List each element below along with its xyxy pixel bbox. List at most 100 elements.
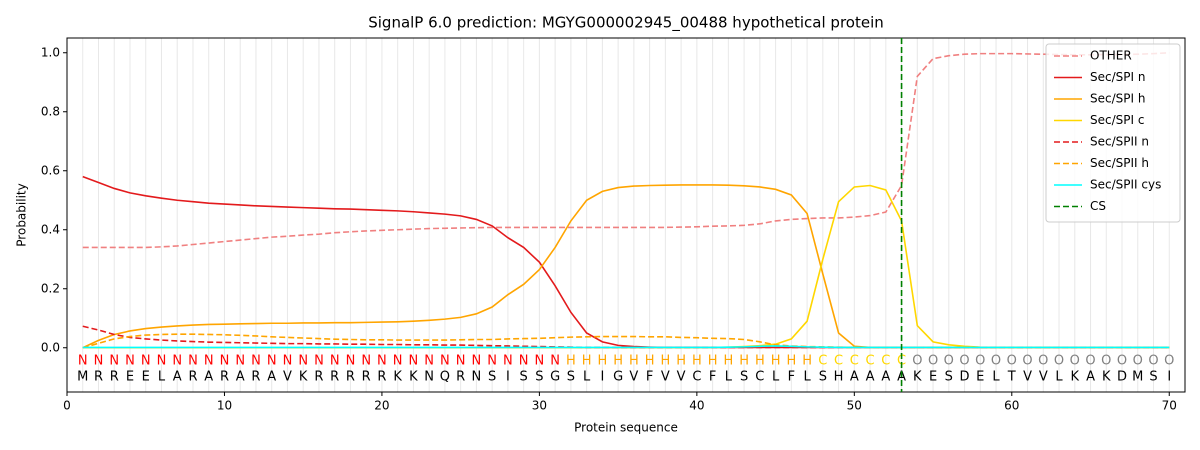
series-line [82,345,1170,349]
series-line [82,333,1170,349]
region-letter: N [346,354,356,369]
region-letter: H [566,354,576,369]
region-letter: H [802,354,812,369]
residue-letter: S [535,370,543,385]
residue-letter: I [600,370,604,385]
residue-letter: C [755,370,764,385]
region-letter: N [440,354,450,369]
residue-letter: R [94,370,103,385]
y-tick-label: 0.4 [41,222,60,236]
region-letter: N [298,354,308,369]
region-letter: N [393,354,403,369]
legend-label: OTHER [1090,49,1132,63]
region-letter: O [912,354,922,369]
residue-letter: F [788,370,795,385]
residue-letter: L [803,370,811,385]
region-letter: N [377,354,387,369]
residue-letter: A [850,370,859,385]
residue-letter: R [314,370,323,385]
region-letter: N [550,354,560,369]
residue-letter: G [550,370,560,385]
region-letter: H [613,354,623,369]
residue-letter: S [1149,370,1157,385]
region-letter: N [94,354,104,369]
region-letter: N [125,354,135,369]
series-line [82,51,1170,249]
residue-letter: A [173,370,182,385]
residue-letter: L [772,370,780,385]
residue-letter: K [1102,370,1111,385]
region-letter: N [535,354,545,369]
series-line [82,175,1170,349]
residue-letter: R [251,370,260,385]
residue-letter: R [110,370,119,385]
y-tick-label: 0.0 [41,340,60,354]
residue-letter: L [1055,370,1063,385]
region-letter: N [172,354,182,369]
region-letter: N [283,354,293,369]
residue-letter: R [346,370,355,385]
region-letter: O [1101,354,1111,369]
region-letter: O [1164,354,1174,369]
residue-letter: E [929,370,937,385]
residue-letter: A [267,370,276,385]
residue-letter: I [506,370,510,385]
x-tick-label: 40 [689,399,704,413]
residue-letter: Q [440,370,450,385]
plot-frame [66,37,1186,393]
x-axis-label: Protein sequence [574,421,678,435]
residue-letter: F [709,370,716,385]
region-letter: C [897,354,906,369]
legend-label: Sec/SPII n [1090,135,1149,149]
legend-label: Sec/SPI h [1090,92,1145,106]
region-letter: H [723,354,733,369]
y-tick-label: 0.6 [41,163,60,177]
region-letter: O [1054,354,1064,369]
region-letter: H [660,354,670,369]
region-letter: N [220,354,230,369]
region-letter: C [850,354,859,369]
residue-letter: D [960,370,970,385]
legend-box [1045,43,1181,223]
residue-letter: D [1117,370,1127,385]
region-letter: N [78,354,88,369]
x-tick-label: 10 [217,399,232,413]
region-letter: N [503,354,513,369]
region-letter: H [771,354,781,369]
chart-title: SignalP 6.0 prediction: MGYG000002945_00… [368,14,884,33]
region-letter: O [991,354,1001,369]
region-letter: N [361,354,371,369]
x-tick-label: 50 [847,399,862,413]
y-axis-label: Probability [15,183,29,246]
region-letter: O [1022,354,1032,369]
residue-letter: K [409,370,418,385]
residue-letter: R [377,370,386,385]
region-letter: N [141,354,151,369]
region-letter: H [597,354,607,369]
residue-letter: K [1071,370,1080,385]
region-letter: N [456,354,466,369]
y-tick-label: 0.2 [41,281,60,295]
residue-letter: S [945,370,953,385]
legend-label: Sec/SPII cys [1090,178,1161,192]
legend-label: Sec/SPI n [1090,70,1145,84]
residue-letter: S [819,370,827,385]
residue-letter: V [661,370,670,385]
residue-letter: N [424,370,434,385]
region-letter: O [975,354,985,369]
residue-letter: K [299,370,308,385]
region-letter: C [818,354,827,369]
residue-letter: G [613,370,623,385]
residue-letter: S [488,370,496,385]
residue-letter: S [740,370,748,385]
residue-letter: R [330,370,339,385]
region-letter: H [739,354,749,369]
residue-letter: L [158,370,166,385]
residue-letter: R [456,370,465,385]
residue-letter: E [142,370,150,385]
residue-letter: R [188,370,197,385]
residue-letter: V [677,370,686,385]
residue-letter: V [1023,370,1032,385]
legend-label: Sec/SPI c [1090,113,1144,127]
